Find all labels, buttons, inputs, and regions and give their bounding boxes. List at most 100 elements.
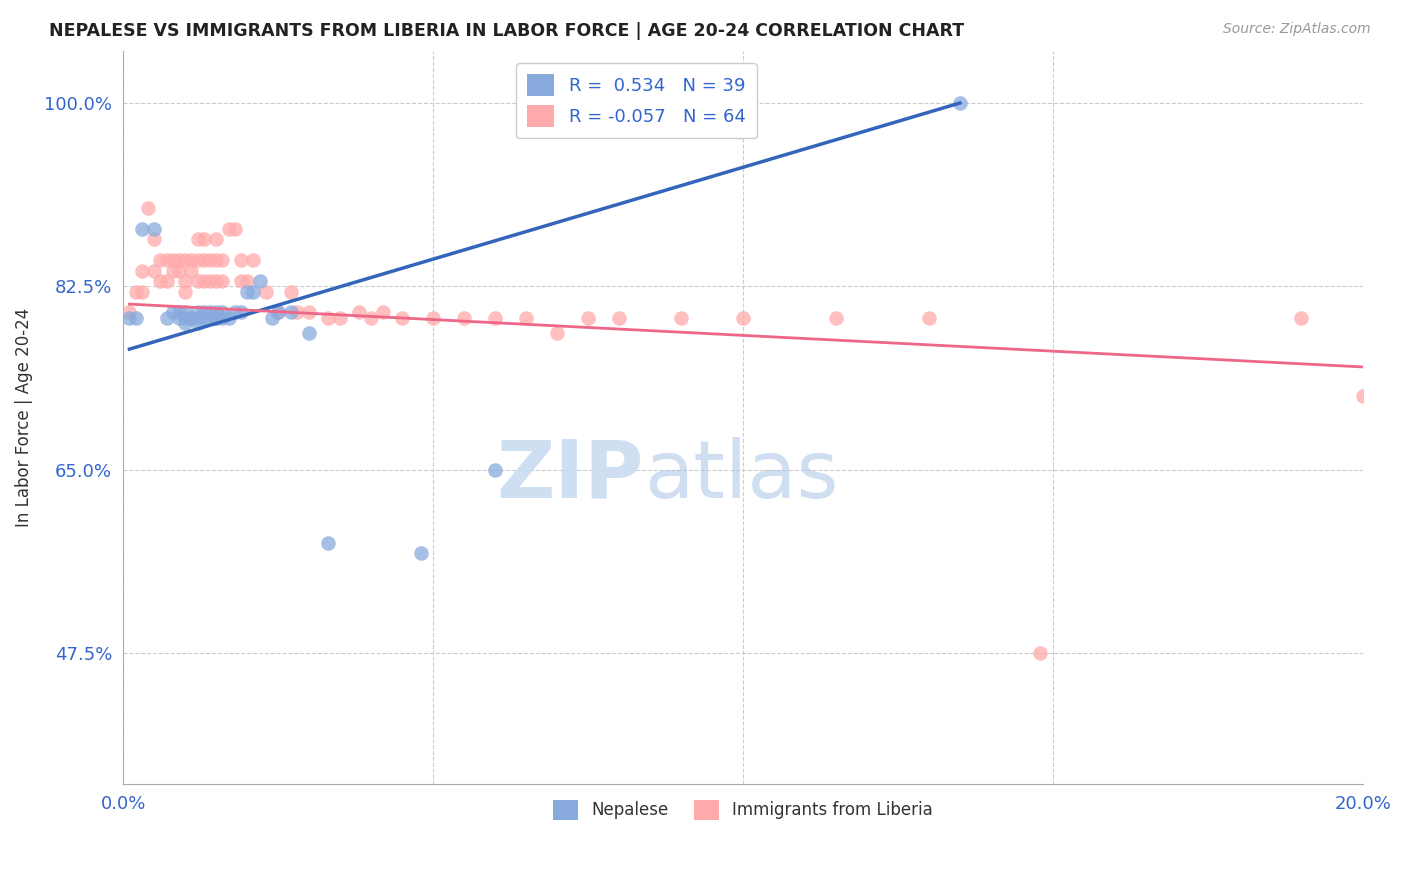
Point [193,274,215,288]
Point [174,305,197,319]
Point [174,316,197,330]
Point [174,310,197,325]
Point [298,326,321,341]
Point [143,221,166,235]
Point [409,546,432,560]
Point [824,310,846,325]
Point [149,274,172,288]
Point [391,310,413,325]
Point [187,305,209,319]
Point [218,310,240,325]
Point [453,310,475,325]
Point [180,310,202,325]
Point [669,310,692,325]
Point [143,263,166,277]
Point [484,310,506,325]
Point [174,253,197,268]
Point [167,310,190,325]
Point [249,274,271,288]
Point [131,221,153,235]
Point [174,274,197,288]
Point [484,462,506,476]
Point [1289,310,1312,325]
Point [607,310,630,325]
Point [229,274,252,288]
Point [236,285,259,299]
Point [155,274,177,288]
Point [174,285,197,299]
Legend: Nepalese, Immigrants from Liberia: Nepalese, Immigrants from Liberia [547,793,939,827]
Point [131,285,153,299]
Point [731,310,754,325]
Point [267,305,290,319]
Point [316,310,339,325]
Point [180,310,202,325]
Point [180,253,202,268]
Point [205,232,228,246]
Point [260,310,283,325]
Point [236,274,259,288]
Y-axis label: In Labor Force | Age 20-24: In Labor Force | Age 20-24 [15,308,32,527]
Point [360,310,382,325]
Point [205,310,228,325]
Point [254,285,277,299]
Point [155,253,177,268]
Point [205,310,228,325]
Point [224,221,246,235]
Point [211,305,233,319]
Point [373,305,395,319]
Point [187,274,209,288]
Point [205,305,228,319]
Point [949,96,972,111]
Point [218,221,240,235]
Point [136,201,159,215]
Point [187,310,209,325]
Point [193,253,215,268]
Point [267,305,290,319]
Point [546,326,568,341]
Point [1351,389,1374,403]
Point [242,285,264,299]
Point [193,232,215,246]
Point [118,305,141,319]
Point [118,310,141,325]
Point [193,305,215,319]
Point [187,232,209,246]
Point [124,285,146,299]
Point [576,310,599,325]
Point [143,232,166,246]
Point [124,310,146,325]
Text: ZIP: ZIP [496,437,644,515]
Point [285,305,308,319]
Point [422,310,444,325]
Point [198,310,221,325]
Point [280,285,302,299]
Point [515,310,537,325]
Point [162,263,184,277]
Text: NEPALESE VS IMMIGRANTS FROM LIBERIA IN LABOR FORCE | AGE 20-24 CORRELATION CHART: NEPALESE VS IMMIGRANTS FROM LIBERIA IN L… [49,22,965,40]
Point [162,305,184,319]
Point [167,253,190,268]
Point [298,305,321,319]
Point [242,253,264,268]
Point [280,305,302,319]
Point [187,316,209,330]
Point [211,274,233,288]
Text: Source: ZipAtlas.com: Source: ZipAtlas.com [1223,22,1371,37]
Point [162,253,184,268]
Point [205,274,228,288]
Point [180,263,202,277]
Point [193,310,215,325]
Point [329,310,352,325]
Point [347,305,370,319]
Point [316,536,339,550]
Point [155,310,177,325]
Point [149,253,172,268]
Point [1029,646,1052,660]
Point [211,310,233,325]
Point [229,253,252,268]
Point [211,253,233,268]
Point [198,305,221,319]
Point [224,305,246,319]
Text: atlas: atlas [644,437,838,515]
